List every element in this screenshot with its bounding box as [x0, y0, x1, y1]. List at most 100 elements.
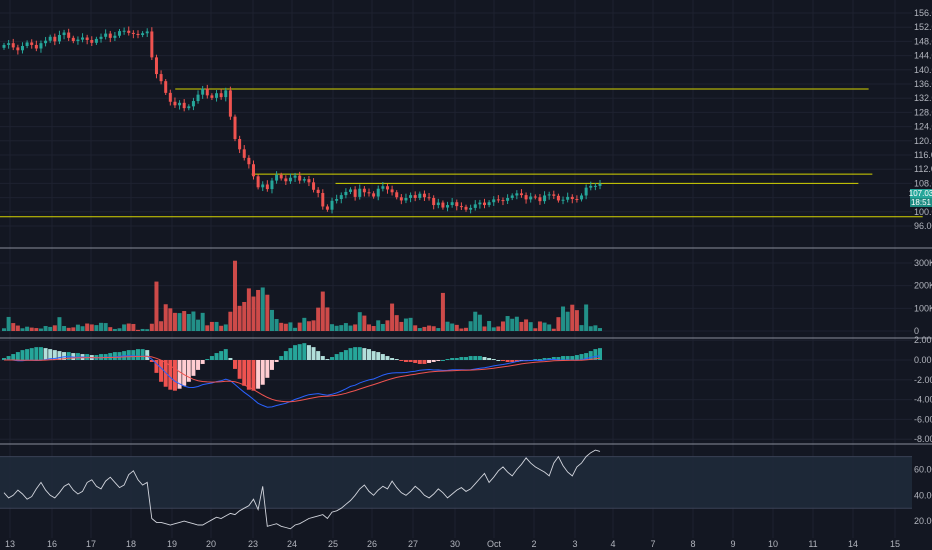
candle-body — [11, 43, 15, 48]
volume-bar — [468, 321, 473, 331]
axis-labels[interactable]: 156.00152.00148.00144.00140.00136.00132.… — [5, 8, 932, 549]
rsi-axis-label: 20.00 — [914, 516, 932, 526]
candle-body — [409, 195, 413, 198]
macd-histogram-bar — [131, 350, 136, 360]
volume-bar — [343, 323, 348, 331]
candle-body — [150, 31, 154, 58]
candle-body — [251, 164, 255, 177]
candle-body — [261, 184, 265, 188]
volume-bar — [177, 313, 182, 331]
candle-body — [104, 33, 108, 37]
candle-body — [131, 32, 135, 34]
candle-body — [275, 174, 279, 181]
time-axis-label: 30 — [450, 539, 460, 549]
volume-bar — [427, 325, 432, 331]
time-axis-label: 9 — [730, 539, 735, 549]
macd-histogram-bar — [20, 350, 25, 360]
candle-body — [81, 37, 85, 40]
volume-bar — [593, 325, 598, 331]
volume-bar — [85, 323, 90, 331]
macd-histogram-bar — [496, 360, 501, 361]
time-axis-label: 16 — [47, 539, 57, 549]
macd-histogram-bar — [2, 358, 6, 360]
volume-bar — [464, 327, 469, 331]
candle-body — [242, 149, 246, 158]
macd-pane — [2, 343, 602, 408]
candle-body — [413, 195, 417, 198]
candle-body — [118, 31, 122, 36]
macd-histogram-bar — [209, 356, 214, 360]
time-axis-label: 11 — [808, 539, 817, 549]
volume-bar — [366, 324, 371, 331]
volume-bar — [533, 328, 538, 331]
volume-bar — [260, 287, 265, 331]
macd-histogram-bar — [126, 350, 131, 360]
candle-body — [90, 39, 94, 43]
volume-bar — [436, 328, 441, 331]
candle-body — [362, 188, 366, 193]
macd-histogram-bar — [219, 351, 224, 360]
candle-body — [598, 183, 602, 186]
pane-separators[interactable] — [0, 247, 932, 445]
macd-histogram-bar — [542, 358, 547, 360]
candle-body — [589, 185, 593, 188]
macd-histogram-bar — [269, 360, 274, 370]
candle-body — [210, 95, 214, 98]
macd-axis-label: -4.00 — [914, 395, 932, 405]
volume-bar — [246, 288, 251, 331]
time-axis-label: 2 — [531, 539, 536, 549]
macd-histogram-bar — [251, 360, 256, 391]
macd-histogram-bar — [191, 360, 196, 376]
candle-body — [256, 176, 260, 188]
candle-body — [191, 101, 195, 107]
volume-bar — [256, 289, 261, 331]
volume-bar — [334, 325, 339, 331]
candle-body — [270, 180, 274, 190]
volume-axis-label: 0 — [914, 326, 919, 336]
volume-bar — [182, 311, 187, 331]
candle-body — [16, 47, 20, 51]
candle-body — [487, 202, 491, 206]
volume-bar — [454, 324, 459, 331]
candle-body — [201, 88, 205, 95]
volume-bar — [584, 304, 589, 331]
macd-histogram-bar — [445, 359, 450, 361]
macd-histogram-bar — [339, 352, 344, 360]
horizontal-levels[interactable] — [0, 88, 923, 218]
candle-body — [196, 94, 200, 102]
time-axis-label: Oct — [487, 539, 502, 549]
macd-histogram-bar — [140, 349, 145, 360]
volume-bar — [112, 328, 117, 331]
volume-bar — [348, 325, 353, 331]
price-tags: 107.03 18:51 — [909, 189, 932, 207]
time-axis-label: 4 — [610, 539, 615, 549]
macd-histogram-bar — [293, 345, 298, 360]
candle-body — [141, 33, 145, 36]
time-axis-label: 7 — [650, 539, 655, 549]
macd-histogram-bar — [177, 360, 182, 389]
macd-histogram-bar — [57, 351, 62, 360]
volume-bar — [43, 326, 48, 331]
volume-bar — [66, 327, 71, 331]
time-axis-label: 8 — [690, 539, 695, 549]
candle-body — [288, 177, 292, 182]
macd-histogram-bar — [265, 360, 270, 378]
macd-histogram-bar — [159, 360, 164, 382]
candle-body — [344, 191, 348, 196]
candle-body — [533, 196, 537, 198]
candle-body — [469, 207, 473, 210]
volume-bar — [145, 329, 150, 331]
volume-bar — [408, 317, 413, 331]
volume-bar — [422, 326, 427, 331]
macd-histogram-bar — [510, 360, 515, 362]
macd-histogram-bar — [482, 357, 487, 360]
candle-body — [501, 200, 505, 202]
macd-histogram-bar — [205, 359, 210, 361]
volume-bar — [163, 304, 168, 331]
price-axis-label: 96.00 — [914, 221, 932, 231]
rsi-pane — [0, 449, 912, 530]
rsi-axis-label: 60.00 — [914, 465, 932, 475]
candle-body — [247, 157, 251, 165]
volume-bar — [11, 323, 16, 331]
